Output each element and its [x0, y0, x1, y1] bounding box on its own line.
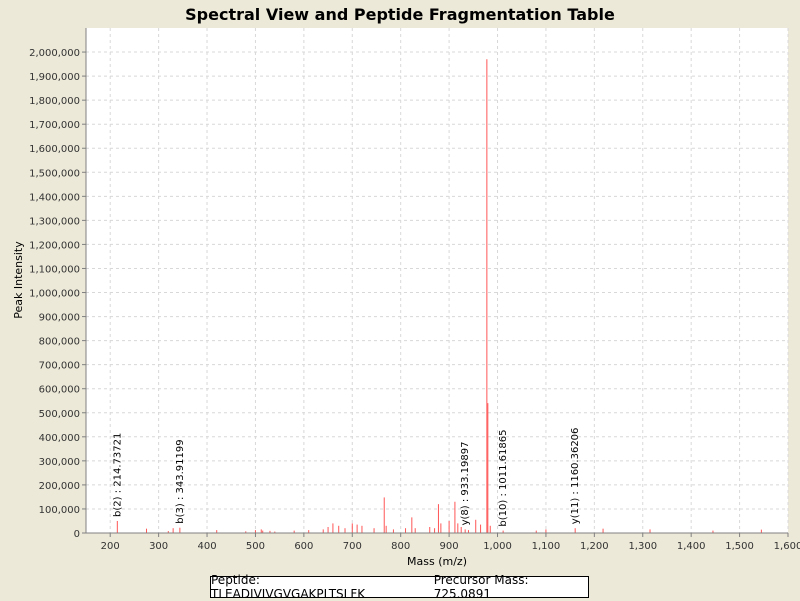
- y-tick-label: 1,600,000: [29, 144, 80, 155]
- x-tick-label: 1,300: [628, 541, 657, 552]
- y-tick-label: 1,200,000: [29, 240, 80, 251]
- y-tick-label: 100,000: [39, 505, 80, 516]
- plot-area: [86, 28, 788, 533]
- x-tick-label: 500: [246, 541, 265, 552]
- y-tick-label: 800,000: [39, 337, 80, 348]
- x-tick-label: 800: [391, 541, 410, 552]
- y-tick-label: 1,100,000: [29, 264, 80, 275]
- peptide-legend: Peptide: TLEADIVIVGVGAKPLTSLFK Precursor…: [210, 573, 589, 601]
- y-tick-label: 400,000: [39, 433, 80, 444]
- peaks: [116, 59, 762, 533]
- y-tick-label: 700,000: [39, 361, 80, 372]
- x-tick-label: 1,200: [580, 541, 609, 552]
- peptide-label: Peptide: TLEADIVIVGVGAKPLTSLFK: [211, 573, 366, 601]
- chart-title: Spectral View and Peptide Fragmentation …: [185, 5, 615, 24]
- y-tick-label: 1,900,000: [29, 72, 80, 83]
- y-tick-label: 900,000: [39, 313, 80, 324]
- y-tick-label: 1,000,000: [29, 289, 80, 300]
- x-tick-label: 1,500: [725, 541, 754, 552]
- x-tick-label: 400: [197, 541, 216, 552]
- peak-annotation: y(11) : 1160.36206: [570, 428, 581, 525]
- peak-annotation: y(8) : 933.19897: [460, 442, 471, 526]
- y-tick-label: 300,000: [39, 457, 80, 468]
- x-tick-label: 300: [149, 541, 168, 552]
- y-tick-label: 1,500,000: [29, 168, 80, 179]
- y-tick-label: 1,800,000: [29, 96, 80, 107]
- y-tick-label: 0: [74, 529, 80, 540]
- x-tick-label: 600: [294, 541, 313, 552]
- x-tick-label: 1,400: [677, 541, 706, 552]
- x-tick-label: 900: [440, 541, 459, 552]
- y-tick-label: 2,000,000: [29, 48, 80, 59]
- y-tick-label: 500,000: [39, 409, 80, 420]
- y-tick-label: 1,400,000: [29, 192, 80, 203]
- annotations: b(2) : 214.73721 b(3) : 343.91199 y(8) : 9…: [112, 428, 581, 527]
- peak-annotation: b(3) : 343.91199: [175, 439, 186, 523]
- y-tick-label: 200,000: [39, 481, 80, 492]
- x-tick-label: 200: [101, 541, 120, 552]
- y-tick-label: 1,700,000: [29, 120, 80, 131]
- x-tick-label: 1,000: [483, 541, 512, 552]
- peak-annotation: b(10) : 1011.61865: [498, 430, 509, 527]
- y-tick-label: 1,300,000: [29, 216, 80, 227]
- y-tick-label: 600,000: [39, 385, 80, 396]
- peak-annotation: b(2) : 214.73721: [112, 433, 123, 517]
- x-tick-label: 1,100: [532, 541, 561, 552]
- axes: 200 300 400 500 600 700 800 900 1,000 1,100 1,200 1…: [29, 28, 800, 552]
- x-tick-label: 1,600: [774, 541, 800, 552]
- grid: [86, 28, 789, 534]
- x-axis-label: Mass (m/z): [407, 555, 467, 568]
- y-axis-label: Peak Intensity: [12, 241, 25, 319]
- x-tick-label: 700: [343, 541, 362, 552]
- precursor-mass-label: Precursor Mass: 725.0891: [433, 573, 529, 601]
